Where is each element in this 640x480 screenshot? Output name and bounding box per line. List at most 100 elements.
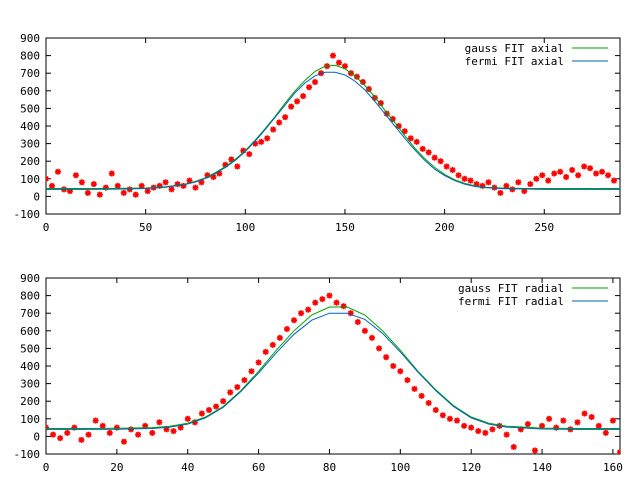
data-point bbox=[50, 431, 57, 438]
data-point bbox=[312, 299, 319, 306]
data-point bbox=[46, 175, 49, 182]
data-point bbox=[330, 52, 336, 59]
plot-area bbox=[46, 52, 620, 198]
data-point bbox=[156, 419, 163, 426]
data-point bbox=[365, 86, 372, 93]
y-tick-label: 200 bbox=[20, 395, 40, 408]
data-point bbox=[376, 345, 383, 352]
data-point bbox=[467, 177, 474, 184]
data-point bbox=[213, 403, 220, 410]
data-point bbox=[114, 182, 121, 189]
data-point bbox=[595, 422, 602, 429]
data-point bbox=[553, 424, 560, 431]
data-point bbox=[557, 168, 564, 175]
data-point bbox=[454, 417, 461, 424]
x-tick-label: 120 bbox=[461, 461, 481, 474]
data-point bbox=[333, 299, 340, 306]
data-point bbox=[120, 189, 127, 196]
data-point bbox=[539, 172, 546, 179]
x-tick-label: 50 bbox=[139, 221, 152, 234]
y-tick-label: 500 bbox=[20, 102, 40, 115]
y-tick-label: 700 bbox=[20, 307, 40, 320]
data-point bbox=[78, 436, 85, 443]
y-tick-label: 200 bbox=[20, 155, 40, 168]
y-tick-label: 300 bbox=[20, 138, 40, 151]
data-point bbox=[588, 414, 595, 421]
legend-label: fermi FIT axial bbox=[465, 55, 564, 68]
data-point bbox=[135, 431, 142, 438]
x-tick-label: 60 bbox=[252, 461, 265, 474]
data-point bbox=[255, 359, 262, 366]
data-point bbox=[298, 310, 305, 317]
data-point bbox=[524, 421, 531, 428]
y-tick-label: 0 bbox=[33, 190, 40, 203]
data-point bbox=[294, 98, 301, 105]
data-point bbox=[581, 410, 588, 417]
y-tick-label: 600 bbox=[20, 85, 40, 98]
data-point bbox=[283, 326, 290, 333]
data-point bbox=[602, 429, 609, 436]
data-point bbox=[282, 114, 289, 121]
data-point bbox=[99, 422, 106, 429]
x-tick-label: 100 bbox=[390, 461, 410, 474]
x-tick-label: 250 bbox=[534, 221, 554, 234]
data-point bbox=[168, 186, 175, 193]
data-point bbox=[92, 417, 99, 424]
y-tick-label: 0 bbox=[33, 430, 40, 443]
y-tick-label: 100 bbox=[20, 173, 40, 186]
data-point bbox=[312, 79, 319, 85]
data-point bbox=[439, 412, 446, 419]
x-tick-label: 0 bbox=[43, 221, 50, 234]
data-point bbox=[85, 431, 92, 438]
data-point bbox=[361, 327, 368, 334]
legend-label: fermi FIT radial bbox=[458, 295, 564, 308]
data-point bbox=[468, 424, 475, 431]
data-point bbox=[515, 179, 522, 186]
fit-line-fermi-fit-radial bbox=[46, 312, 620, 430]
y-tick-label: -100 bbox=[14, 448, 41, 461]
data-point bbox=[335, 59, 342, 66]
plot-area bbox=[46, 292, 620, 454]
data-point bbox=[617, 449, 620, 454]
data-point bbox=[510, 443, 517, 450]
data-point bbox=[246, 151, 253, 158]
y-tick-label: 900 bbox=[20, 32, 40, 45]
data-point bbox=[354, 319, 361, 325]
data-point bbox=[96, 191, 103, 198]
data-point bbox=[401, 128, 408, 135]
data-point bbox=[461, 175, 468, 182]
x-tick-label: 140 bbox=[532, 461, 552, 474]
data-point bbox=[248, 368, 255, 375]
data-point bbox=[184, 415, 191, 422]
data-point bbox=[205, 407, 212, 413]
data-point bbox=[270, 126, 277, 133]
y-tick-label: 900 bbox=[20, 272, 40, 285]
data-point bbox=[390, 363, 397, 369]
x-tick-label: 100 bbox=[235, 221, 255, 234]
data-point bbox=[368, 334, 375, 341]
data-point bbox=[170, 428, 177, 435]
y-tick-label: -100 bbox=[14, 208, 41, 221]
data-point bbox=[54, 168, 61, 175]
y-tick-label: 500 bbox=[20, 342, 40, 355]
data-point bbox=[527, 181, 534, 188]
data-point bbox=[574, 419, 581, 426]
data-point bbox=[546, 415, 553, 422]
data-point bbox=[407, 135, 414, 142]
data-point bbox=[288, 103, 295, 110]
legend-label: gauss FIT radial bbox=[458, 282, 564, 295]
data-point bbox=[569, 167, 576, 173]
data-point bbox=[220, 398, 227, 405]
data-point bbox=[497, 189, 504, 196]
data-point bbox=[383, 354, 390, 361]
data-point bbox=[306, 84, 313, 91]
data-point bbox=[545, 177, 552, 184]
data-point bbox=[377, 100, 384, 107]
y-tick-label: 600 bbox=[20, 325, 40, 338]
x-tick-label: 150 bbox=[335, 221, 355, 234]
data-point bbox=[132, 191, 139, 198]
data-point bbox=[581, 163, 588, 170]
data-point bbox=[611, 177, 618, 184]
data-point bbox=[455, 172, 462, 179]
